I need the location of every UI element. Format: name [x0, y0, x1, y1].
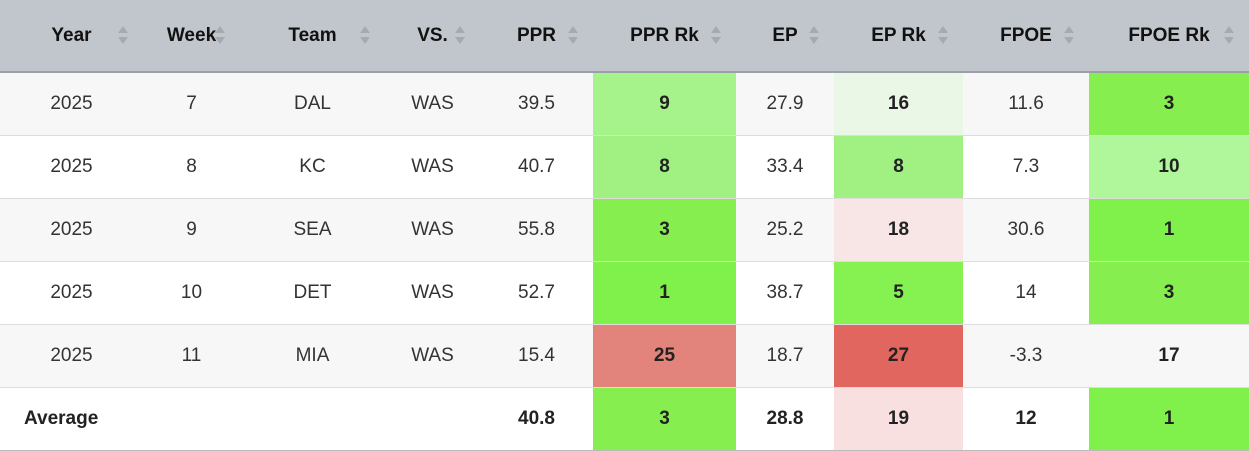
column-header[interactable]: Week [143, 0, 240, 73]
average-cell: 28.8 [736, 387, 834, 451]
table-cell: 33.4 [736, 135, 834, 199]
column-header[interactable]: PPR [480, 0, 593, 73]
table-cell: 14 [963, 261, 1089, 325]
column-header-label: PPR Rk [630, 24, 699, 46]
column-header[interactable]: FPOE Rk [1089, 0, 1249, 73]
average-label: Average [0, 387, 480, 451]
column-header-label: VS. [417, 24, 448, 46]
column-header-label: FPOE [1000, 24, 1052, 46]
table-cell: 15.4 [480, 324, 593, 388]
table-cell: 3 [1089, 72, 1249, 136]
table-cell: 7.3 [963, 135, 1089, 199]
table-cell: WAS [385, 198, 480, 262]
table-cell: KC [240, 135, 385, 199]
table-cell: DET [240, 261, 385, 325]
table-cell: WAS [385, 261, 480, 325]
table-cell: WAS [385, 72, 480, 136]
table-cell: 17 [1089, 324, 1249, 388]
table-cell: 8 [593, 135, 736, 199]
table-cell: 1 [1089, 198, 1249, 262]
column-header-label: PPR [516, 24, 557, 46]
table-cell: WAS [385, 324, 480, 388]
table-row: 2025 11 MIA WAS 15.4 25 18.7 27 -3.3 17 [0, 324, 1249, 388]
column-header[interactable]: VS. [385, 0, 480, 73]
table-cell: 27 [834, 324, 963, 388]
table-cell: 2025 [0, 324, 143, 388]
table-cell: 5 [834, 261, 963, 325]
table-cell: 39.5 [480, 72, 593, 136]
table-cell: 18.7 [736, 324, 834, 388]
table-body: 2025 7 DAL WAS 39.5 9 27.9 16 11.6 3 2025 8 KC WAS 40.… [0, 72, 1249, 451]
table-cell: 8 [143, 135, 240, 199]
average-cell: 12 [963, 387, 1089, 451]
table-cell: 18 [834, 198, 963, 262]
average-cell: 3 [593, 387, 736, 451]
table-row: 2025 7 DAL WAS 39.5 9 27.9 16 11.6 3 [0, 72, 1249, 136]
table-cell: 25 [593, 324, 736, 388]
table-cell: 2025 [0, 72, 143, 136]
table-cell: SEA [240, 198, 385, 262]
table-cell: 10 [143, 261, 240, 325]
column-header-label: Team [288, 24, 337, 46]
column-header-label: FPOE Rk [1128, 24, 1210, 46]
column-header-label: EP Rk [871, 24, 926, 46]
table-cell: 25.2 [736, 198, 834, 262]
table-cell: -3.3 [963, 324, 1089, 388]
table-cell: WAS [385, 135, 480, 199]
table-cell: 7 [143, 72, 240, 136]
table-cell: 11 [143, 324, 240, 388]
table-cell: DAL [240, 72, 385, 136]
table-cell: 3 [593, 198, 736, 262]
table-cell: 9 [143, 198, 240, 262]
table-cell: 27.9 [736, 72, 834, 136]
table-cell: 2025 [0, 261, 143, 325]
table-row: 2025 10 DET WAS 52.7 1 38.7 5 14 3 [0, 261, 1249, 325]
column-header[interactable]: FPOE [963, 0, 1089, 73]
table-cell: 3 [1089, 261, 1249, 325]
table-row: 2025 9 SEA WAS 55.8 3 25.2 18 30.6 1 [0, 198, 1249, 262]
table-cell: 8 [834, 135, 963, 199]
average-row: Average 40.8 3 28.8 19 12 1 [0, 387, 1249, 451]
table-cell: MIA [240, 324, 385, 388]
table-cell: 38.7 [736, 261, 834, 325]
table-cell: 52.7 [480, 261, 593, 325]
table-cell: 2025 [0, 135, 143, 199]
column-header[interactable]: EP [736, 0, 834, 73]
table-row: 2025 8 KC WAS 40.7 8 33.4 8 7.3 10 [0, 135, 1249, 199]
column-header-label: Week [166, 24, 217, 46]
table-cell: 16 [834, 72, 963, 136]
table-cell: 1 [593, 261, 736, 325]
table-cell: 30.6 [963, 198, 1089, 262]
column-header[interactable]: Team [240, 0, 385, 73]
table-cell: 40.7 [480, 135, 593, 199]
column-header[interactable]: Year [0, 0, 143, 73]
table-cell: 55.8 [480, 198, 593, 262]
average-cell: 19 [834, 387, 963, 451]
column-header-label: EP [772, 24, 798, 46]
table-cell: 11.6 [963, 72, 1089, 136]
table-cell: 2025 [0, 198, 143, 262]
column-header[interactable]: EP Rk [834, 0, 963, 73]
column-header-label: Year [51, 24, 92, 46]
table-cell: 10 [1089, 135, 1249, 199]
table-cell: 9 [593, 72, 736, 136]
average-cell: 1 [1089, 387, 1249, 451]
header-row: Year Week Team VS. PPR PPR Rk EP EP Rk FPOE FPOE … [0, 0, 1249, 73]
average-cell: 40.8 [480, 387, 593, 451]
column-header[interactable]: PPR Rk [593, 0, 736, 73]
